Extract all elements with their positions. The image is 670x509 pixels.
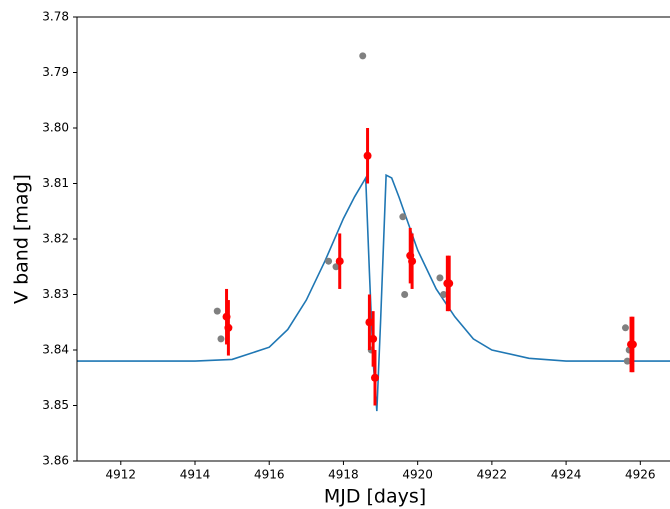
- point: [365, 318, 374, 327]
- x-tick-label: 4926: [625, 468, 656, 482]
- point: [217, 335, 225, 343]
- point: [369, 334, 378, 343]
- x-tick-label: 4920: [402, 468, 433, 482]
- point: [401, 291, 409, 298]
- x-tick-label: 4924: [551, 468, 582, 482]
- plot-area: [77, 52, 670, 412]
- y-tick-label: 3.85: [42, 398, 69, 412]
- y-axis-title: V band [mag]: [11, 174, 33, 304]
- point: [436, 274, 444, 282]
- point: [332, 263, 340, 271]
- point: [224, 323, 233, 332]
- point: [399, 213, 407, 221]
- x-tick-label: 4922: [477, 468, 508, 482]
- y-tick-label: 3.81: [42, 176, 69, 190]
- x-tick-label: 4912: [106, 468, 137, 482]
- y-tick-label: 3.86: [42, 454, 69, 468]
- point: [363, 151, 372, 160]
- point: [359, 52, 367, 60]
- point: [408, 257, 417, 266]
- x-tick-label: 4918: [328, 468, 359, 482]
- y-tick-label: 3.79: [42, 65, 69, 79]
- point: [370, 373, 379, 382]
- x-tick-label: 4916: [254, 468, 285, 482]
- point: [445, 279, 454, 288]
- y-tick-label: 3.80: [42, 121, 69, 135]
- point: [325, 257, 333, 265]
- y-tick-label: 3.83: [42, 287, 69, 301]
- point: [440, 291, 448, 298]
- point: [623, 357, 631, 365]
- x-axis-title: MJD [days]: [324, 486, 426, 508]
- point: [628, 340, 637, 349]
- y-tick-label: 3.84: [42, 343, 69, 357]
- x-tick-label: 4914: [180, 468, 211, 482]
- y-tick-label: 3.78: [42, 10, 69, 24]
- y-tick-label: 3.82: [42, 232, 69, 246]
- point: [335, 257, 344, 266]
- point: [621, 324, 629, 332]
- point: [213, 307, 221, 315]
